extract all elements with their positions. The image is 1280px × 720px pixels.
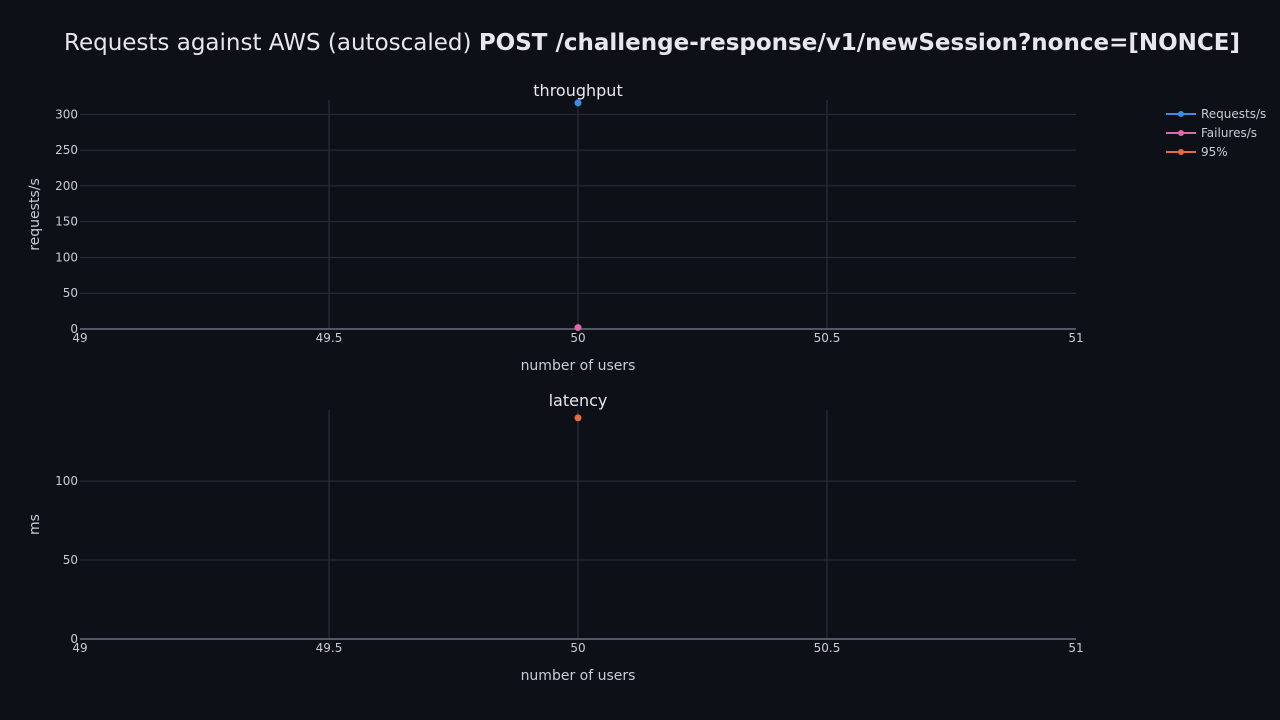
legend-item[interactable]: Requests/s (1166, 107, 1266, 121)
x-tick-label: 51 (1068, 641, 1083, 655)
subplot-title: throughput (533, 81, 622, 100)
legend-item[interactable]: Failures/s (1166, 126, 1257, 140)
y-tick-label: 0 (70, 632, 78, 646)
y-tick-label: 200 (55, 179, 78, 193)
x-tick-label: 49 (72, 641, 87, 655)
y-tick-label: 100 (55, 250, 78, 264)
x-tick-label: 50 (570, 331, 585, 345)
x-tick-label: 49 (72, 331, 87, 345)
y-tick-label: 50 (63, 286, 78, 300)
legend-label: Failures/s (1201, 126, 1257, 140)
y-tick-label: 150 (55, 215, 78, 229)
chart-title: Requests against AWS (autoscaled) POST /… (64, 30, 1240, 56)
chart-title-endpoint: POST /challenge-response/v1/newSession?n… (479, 30, 1240, 56)
data-point-failures-s[interactable] (574, 324, 582, 332)
y-tick-label: 50 (63, 553, 78, 567)
subplot-title: latency (549, 391, 608, 410)
legend-label: 95% (1201, 145, 1228, 159)
legend-item[interactable]: 95% (1166, 145, 1228, 159)
y-tick-label: 100 (55, 474, 78, 488)
legend-swatch-marker (1178, 111, 1184, 117)
subplot-throughput: 0 50 100 150 200 250 300 49 49.5 50 50.5 51 throughp… (27, 81, 1084, 374)
legend-swatch-marker (1178, 149, 1184, 155)
y-tick-label: 300 (55, 107, 78, 121)
legend-label: Requests/s (1201, 107, 1266, 121)
data-point-requests-s[interactable] (574, 99, 582, 107)
x-tick-label: 51 (1068, 331, 1083, 345)
legend[interactable]: Requests/s Failures/s 95% (1166, 107, 1266, 159)
y-tick-label: 250 (55, 143, 78, 157)
x-tick-label: 49.5 (316, 641, 343, 655)
chart-title-prefix: Requests against AWS (autoscaled) (64, 30, 479, 56)
y-tick-label: 0 (70, 322, 78, 336)
y-axis-label: ms (27, 514, 43, 535)
x-tick-label: 49.5 (316, 331, 343, 345)
y-axis-label: requests/s (27, 178, 43, 251)
plots: 0 50 100 150 200 250 300 49 49.5 50 50.5 51 throughp… (27, 81, 1084, 684)
x-axis-label: number of users (521, 358, 636, 374)
x-tick-label: 50.5 (814, 641, 841, 655)
x-axis-label: number of users (521, 668, 636, 684)
legend-swatch-marker (1178, 130, 1184, 136)
x-tick-label: 50.5 (814, 331, 841, 345)
subplot-latency: 0 50 100 49 49.5 50 50.5 51 latency number of use… (27, 391, 1084, 684)
data-point-95[interactable] (574, 414, 582, 422)
x-tick-label: 50 (570, 641, 585, 655)
